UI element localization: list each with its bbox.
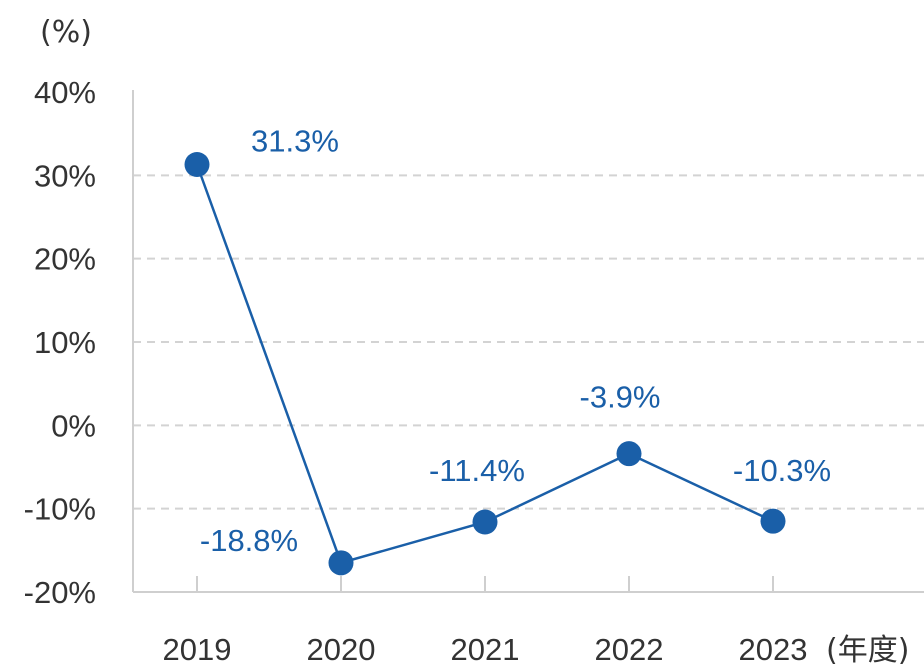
y-tick-label: 10% [34,325,96,360]
grid-lines [133,174,924,510]
series-line [195,164,774,565]
x-tick-label: 2023 [739,632,808,667]
data-label: 31.3% [251,124,339,159]
x-unit-label: (年度) [826,633,909,668]
data-label: -10.3% [733,453,831,488]
data-point [616,441,642,467]
x-tick-label: 2020 [307,632,376,667]
data-label: -18.8% [200,523,298,558]
y-tick-label: 30% [34,158,96,193]
y-tick-label: -10% [24,492,96,527]
x-tick-labels: 2019 2020 2021 2022 2023 [163,576,808,667]
y-tick-label: -20% [24,575,96,610]
data-point [760,508,786,534]
series-group: 31.3% -18.8% -11.4% -3.9% -10.3% [184,124,831,576]
y-tick-label: 40% [34,75,96,110]
y-unit-label: (%) [40,15,92,50]
data-label: -11.4% [429,453,525,488]
x-tick-label: 2019 [163,632,232,667]
data-point [184,152,210,177]
data-point [328,550,354,576]
y-tick-labels: 40% 30% 20% 10% 0% -10% -20% [24,75,96,610]
y-tick-label: 20% [34,242,96,277]
data-point [472,509,498,535]
data-label: -3.9% [580,380,661,415]
x-tick-label: 2022 [595,632,664,667]
y-tick-label: 0% [51,408,96,443]
x-tick-label: 2021 [451,632,520,667]
